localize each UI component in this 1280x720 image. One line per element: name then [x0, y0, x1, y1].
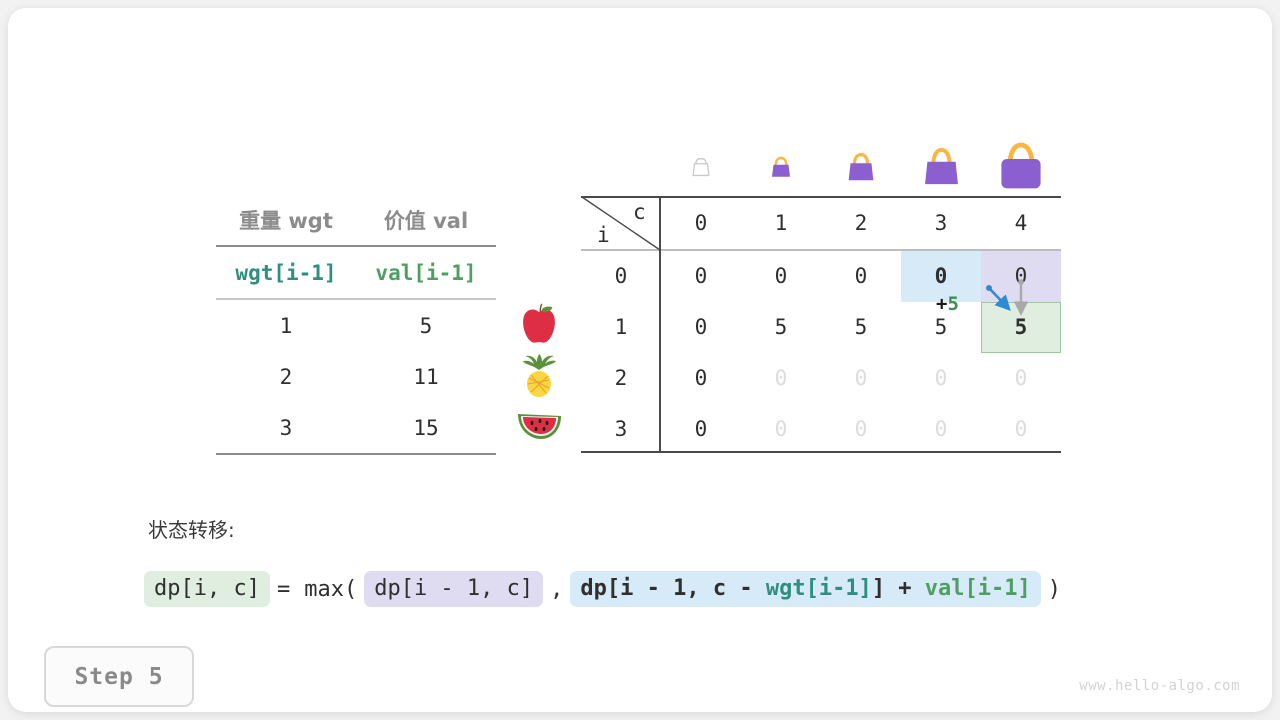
col-header-2: 2 [854, 211, 868, 235]
dp-cell-2-0: 0 [694, 366, 708, 390]
diagonal-transition-arrow-icon [986, 285, 1011, 312]
item-2-value: 11 [413, 364, 439, 389]
dp-cell-3-2: 0 [854, 417, 868, 441]
col-header-4: 4 [1014, 211, 1028, 235]
apple-icon [513, 303, 565, 351]
val-variable-label: val[i-1] [356, 246, 496, 300]
slide-card: 重量 wgt 价值 val wgt[i-1] val[i-1] 1 5 2 11 [8, 8, 1272, 712]
item-3-value: 15 [356, 402, 496, 455]
row-header-2: 2 [614, 366, 628, 390]
axis-label-c: c [633, 200, 646, 224]
item-row-1: 1 5 [216, 299, 496, 351]
formula-take-wgt: wgt[i-1] [765, 576, 872, 601]
formula-comma: , [550, 576, 564, 602]
bag-icon-capacity-4 [981, 138, 1061, 196]
axis-diagonal-line [581, 196, 661, 251]
step-badge: Step 5 [44, 646, 194, 707]
formula-max-open: max( [304, 576, 358, 602]
item-table-header-weight: 重量 wgt [216, 194, 356, 247]
vertical-transition-arrow-icon [1013, 279, 1029, 316]
dp-cell-2-1: 0 [774, 366, 788, 390]
col-header-0: 0 [694, 211, 708, 235]
dp-table: c i 0 1 2 3 4 0 1 2 3 0 0 0 0 0 0 5 5 5 … [581, 138, 1061, 453]
item-table: 重量 wgt 价值 val wgt[i-1] val[i-1] 1 5 2 11 [216, 194, 496, 455]
formula-take-prefix: dp[i - 1, c - [580, 576, 766, 601]
row-header-0: 0 [614, 264, 628, 288]
formula-close-paren: ) [1047, 576, 1062, 602]
item-row-3: 3 15 [216, 402, 496, 455]
dp-cell-2-4: 0 [1014, 366, 1028, 390]
bag-icon-capacity-1 [741, 138, 821, 196]
formula-target-chip: dp[i, c] [144, 571, 270, 607]
bag-icon-capacity-3 [901, 138, 981, 196]
item-row-2: 2 11 [216, 351, 496, 402]
dp-cell-1-4: 5 [1014, 315, 1028, 339]
formula-option-take-chip: dp[i - 1, c - wgt[i-1]] + val[i-1] [570, 571, 1041, 607]
item-table-header-row: 重量 wgt 价值 val [216, 194, 496, 247]
grid-bottom-border [581, 451, 1061, 453]
gain-value: 5 [947, 293, 959, 315]
col-header-1: 1 [774, 211, 788, 235]
item-2-weight: 2 [279, 364, 293, 389]
dp-cell-0-3: 0 [934, 264, 948, 288]
dp-cell-0-1: 0 [774, 264, 788, 288]
dp-cell-1-1: 5 [774, 315, 788, 339]
dp-cell-2-3: 0 [934, 366, 948, 390]
item-table-variable-row: wgt[i-1] val[i-1] [216, 246, 496, 300]
state-transition-formula: dp[i, c] = max( dp[i - 1, c] , dp[i - 1,… [144, 566, 1068, 612]
item-1-weight: 1 [279, 313, 293, 338]
dp-cell-3-4: 0 [1014, 417, 1028, 441]
formula-take-val: val[i-1] [924, 576, 1031, 601]
dp-cell-1-3: 5 [934, 315, 948, 339]
col-header-3: 3 [934, 211, 948, 235]
grid-top-border [581, 196, 1061, 198]
grid-header-separator [581, 249, 1061, 251]
item-table-header-value: 价值 val [356, 194, 496, 247]
highlight-source-prev-row [901, 251, 981, 302]
dp-cell-2-2: 0 [854, 366, 868, 390]
axis-label-i: i [597, 223, 610, 247]
dp-cell-0-2: 0 [854, 264, 868, 288]
dp-cell-3-1: 0 [774, 417, 788, 441]
formula-equals: = [276, 576, 291, 602]
item-3-weight: 3 [216, 402, 356, 455]
pineapple-icon [513, 354, 565, 402]
wgt-variable-label: wgt[i-1] [216, 246, 356, 300]
formula-take-mid: ] + [871, 576, 925, 601]
dp-cell-3-3: 0 [934, 417, 948, 441]
row-header-3: 3 [614, 417, 628, 441]
dp-cell-3-0: 0 [694, 417, 708, 441]
dp-cell-0-4: 0 [1014, 264, 1028, 288]
bag-icon-capacity-2 [821, 138, 901, 196]
dp-cell-0-0: 0 [694, 264, 708, 288]
formula-option-skip-chip: dp[i - 1, c] [364, 571, 544, 607]
bag-icon-capacity-0 [661, 138, 741, 196]
dp-cell-1-0: 0 [694, 315, 708, 339]
dp-cell-1-2: 5 [854, 315, 868, 339]
value-gain-annotation: +5 [936, 293, 959, 315]
watermark: www.hello-algo.com [1079, 678, 1240, 694]
state-transition-label: 状态转移: [148, 518, 235, 542]
watermelon-icon [513, 405, 565, 453]
row-header-1: 1 [614, 315, 628, 339]
gain-sign: + [936, 293, 948, 315]
item-1-value: 5 [419, 313, 433, 338]
grid-vertical-divider [659, 196, 661, 453]
